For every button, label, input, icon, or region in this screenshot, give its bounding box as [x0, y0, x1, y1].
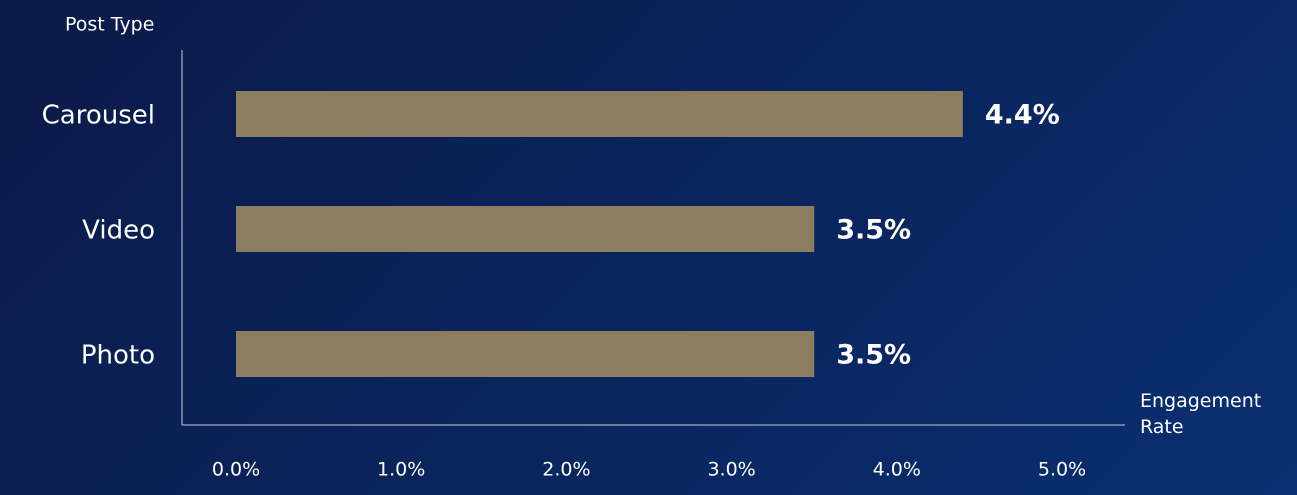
y-tick-label: Video [82, 216, 155, 246]
value-label: 4.4% [985, 100, 1060, 131]
x-axis-title: Engagement Rate [1140, 390, 1262, 438]
bar [236, 206, 815, 252]
bar [236, 331, 815, 377]
y-tick-label: Photo [81, 341, 155, 371]
y-axis-title: Post Type [65, 14, 154, 36]
y-tick-label: Carousel [42, 101, 155, 131]
value-label: 3.5% [836, 340, 911, 371]
x-tick-label: 4.0% [873, 459, 921, 481]
x-tick-label: 0.0% [212, 459, 260, 481]
bar [236, 91, 963, 137]
x-tick-label: 3.0% [707, 459, 755, 481]
value-label: 3.5% [836, 215, 911, 246]
x-tick-label: 1.0% [377, 459, 425, 481]
x-tick-label: 5.0% [1038, 459, 1086, 481]
x-tick-label: 2.0% [542, 459, 590, 481]
